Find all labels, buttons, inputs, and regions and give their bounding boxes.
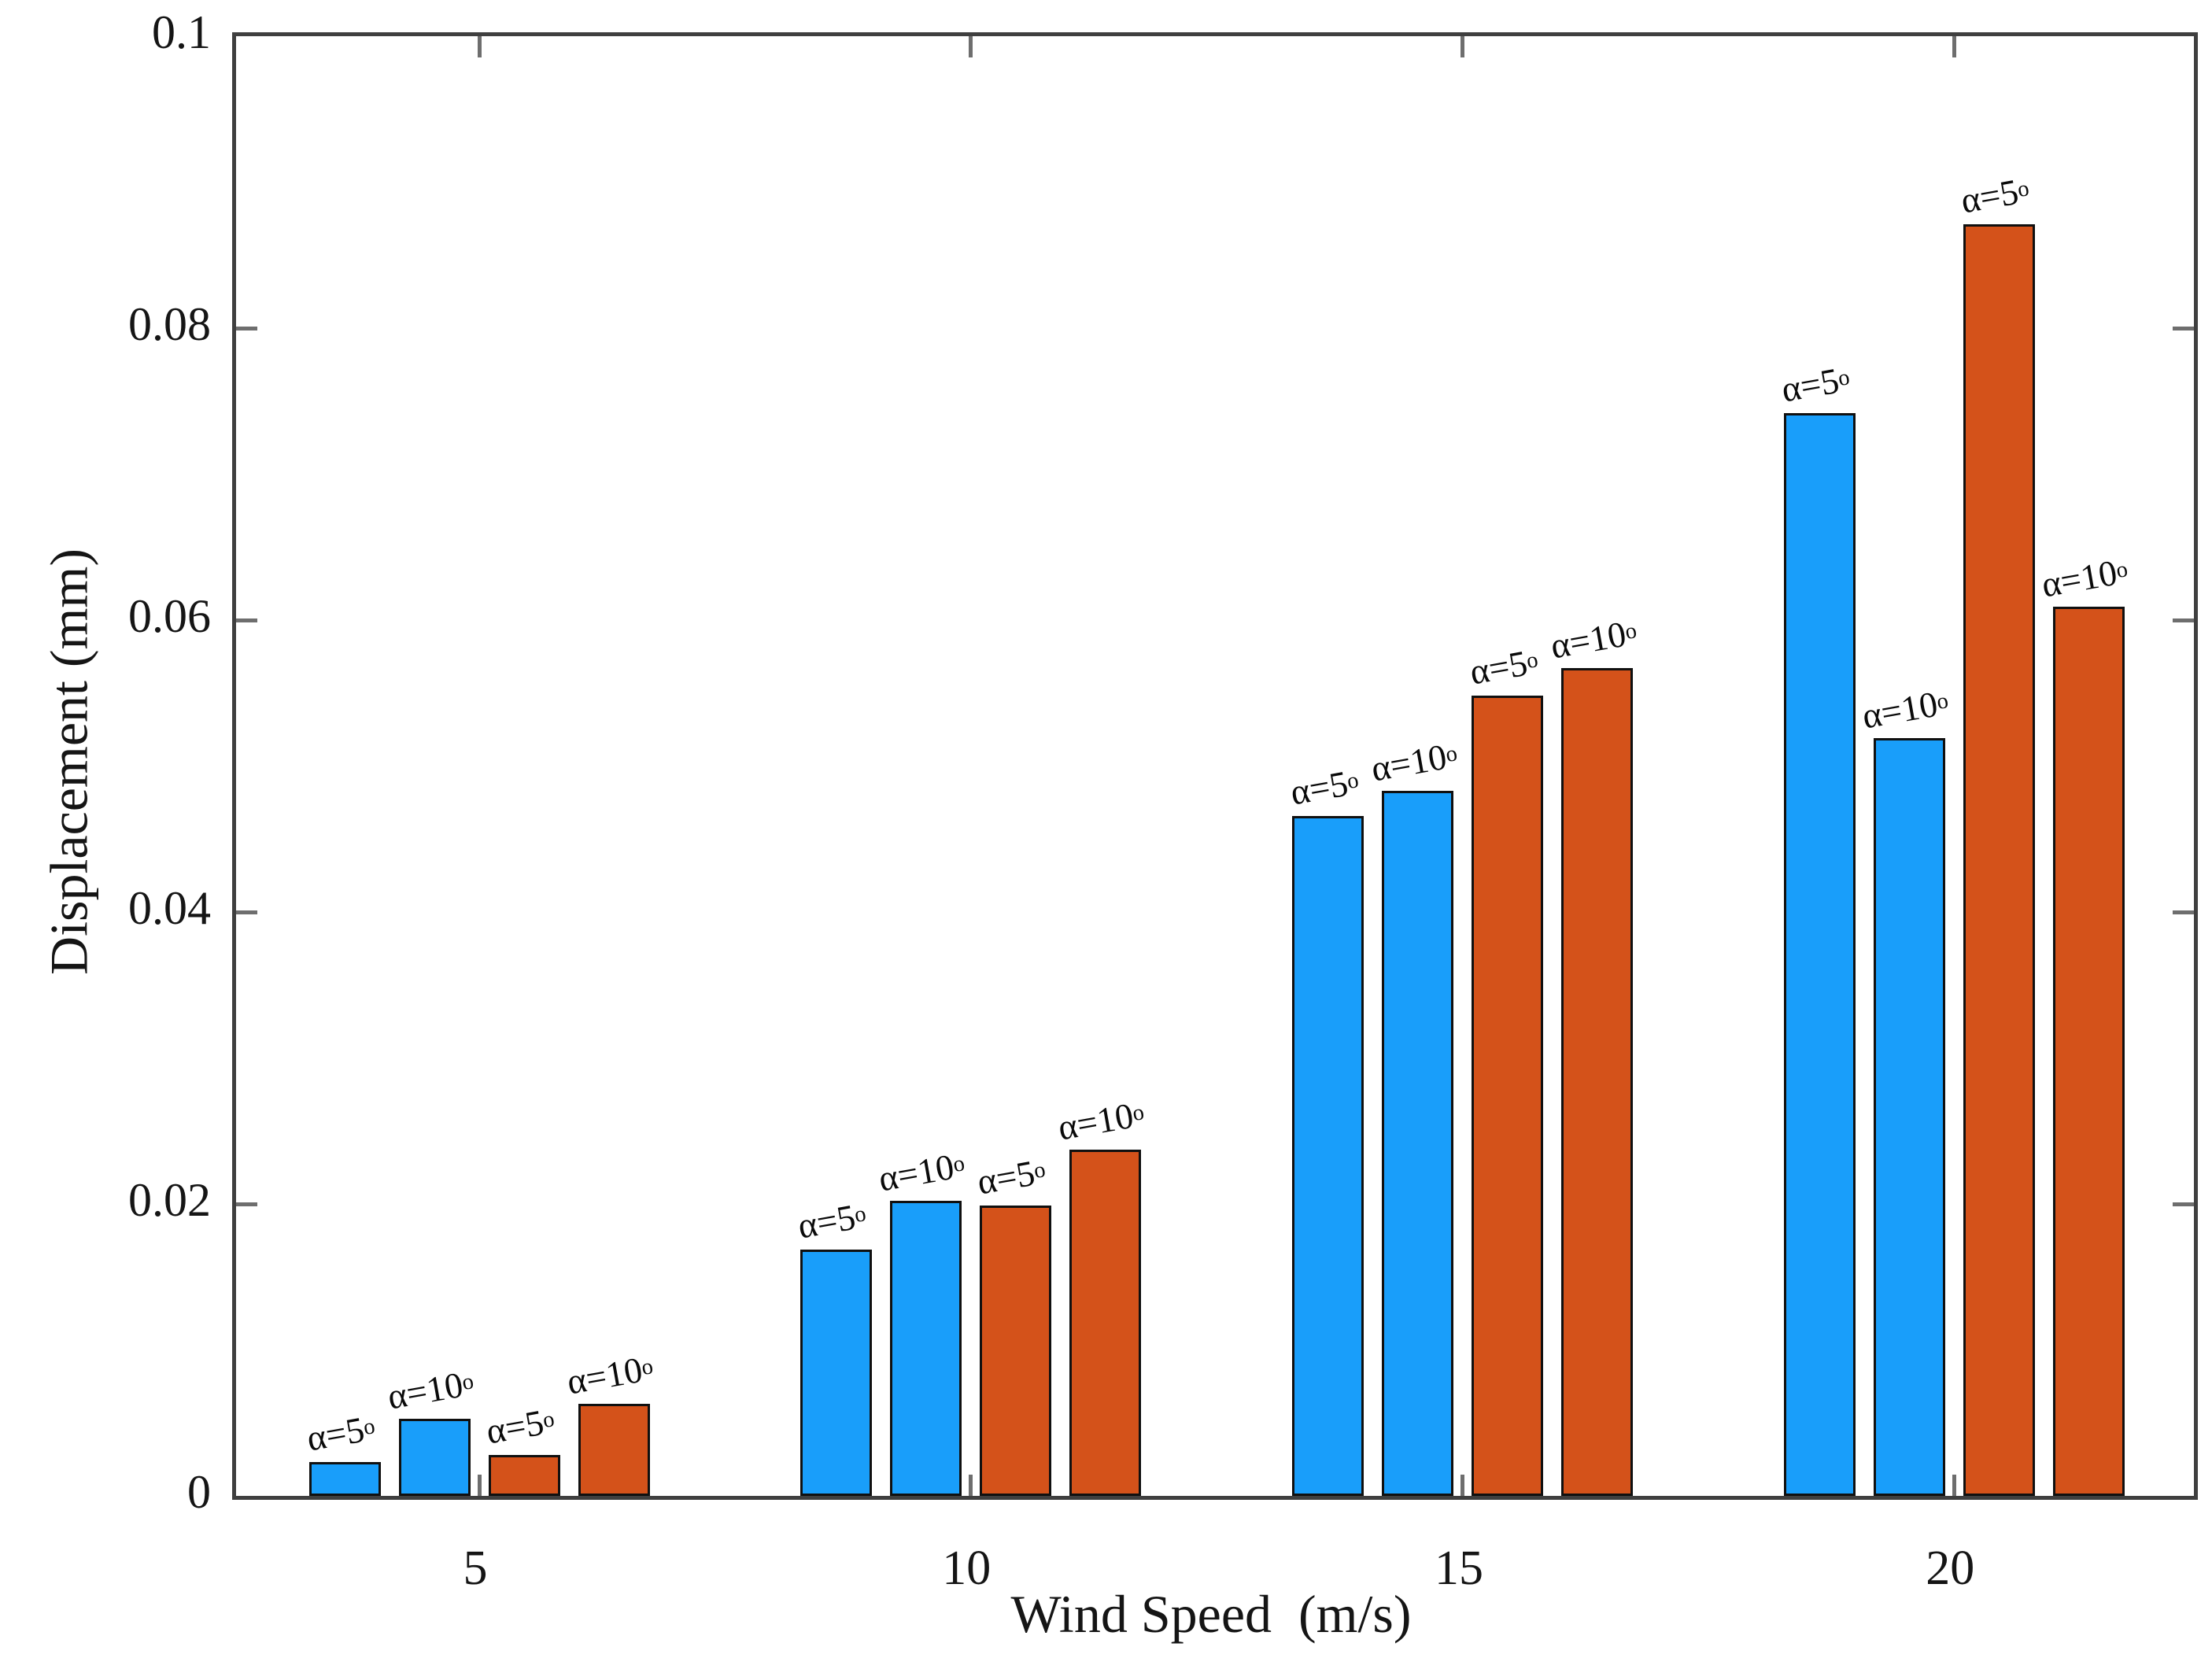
- bar-annotation: α=5o: [974, 1152, 1050, 1202]
- y-axis-tick-left: [236, 910, 257, 914]
- bar-10-orange-α=10: [1069, 1150, 1141, 1496]
- y-axis-tick-left: [236, 1202, 257, 1206]
- bar-annotation-text: α=5: [304, 1409, 367, 1459]
- bar-annotation: α=5o: [483, 1401, 559, 1452]
- bar-15-orange-α=10: [1561, 668, 1634, 1496]
- bar-annotation: α=10o: [1859, 683, 1952, 737]
- bar-annotation: α=5o: [304, 1409, 379, 1459]
- bar-annotation-text: α=5: [974, 1152, 1039, 1202]
- x-axis-tick-bottom: [968, 1475, 973, 1496]
- bar-annotation: α=5o: [1466, 643, 1542, 693]
- bar-annotation: α=10o: [385, 1364, 478, 1416]
- bar-annotation: α=10o: [1054, 1095, 1148, 1149]
- x-axis-tick-bottom: [1952, 1475, 1956, 1496]
- plot-area: α=5o α=10o α=5o α=10o α=5o α=10o α=5o α=10o α=5o…: [232, 32, 2198, 1500]
- bar-annotation-text: α=5: [795, 1196, 859, 1246]
- bar-annotation-text: α=10: [1547, 613, 1630, 666]
- x-axis-tick-top: [968, 36, 973, 57]
- y-tick-label: 0.04: [128, 882, 211, 934]
- bar-annotation: α=5o: [1778, 360, 1854, 410]
- bar-annotation: α=10o: [875, 1147, 969, 1199]
- bar-10-blue-α=10: [889, 1201, 962, 1496]
- bar-annotation: α=10o: [2038, 552, 2132, 605]
- x-tick-label: 5: [463, 1542, 488, 1595]
- y-tick-label: 0.08: [128, 298, 211, 350]
- y-tick-label: 0.1: [152, 6, 211, 58]
- x-axis-tick-bottom: [477, 1475, 482, 1496]
- x-tick-label: 20: [1926, 1542, 1975, 1595]
- bar-annotation: α=5o: [1287, 762, 1362, 813]
- bar-annotation-text: α=5: [483, 1401, 547, 1452]
- bar-annotation-text: α=10: [563, 1349, 646, 1402]
- bar-15-blue-α=10: [1382, 791, 1454, 1496]
- y-axis-tick-right: [2173, 618, 2194, 622]
- bar-15-orange-α=5: [1472, 696, 1544, 1496]
- bar-15-blue-α=5: [1292, 815, 1364, 1496]
- x-axis-title: Wind Speed (m/s): [1010, 1584, 1412, 1644]
- x-tick-label: 15: [1434, 1542, 1483, 1595]
- bar-annotation-text: α=10: [1054, 1095, 1137, 1149]
- bar-annotation-text: α=5: [1466, 643, 1531, 693]
- bar-annotation-text: α=10: [2038, 552, 2121, 605]
- bar-annotation-text: α=10: [1859, 683, 1941, 737]
- bar-annotation-text: α=10: [875, 1147, 958, 1199]
- bar-20-orange-α=5: [1963, 224, 2035, 1496]
- bar-10-blue-α=5: [799, 1249, 872, 1496]
- bar-annotation: α=5o: [1958, 172, 2033, 221]
- x-axis-tick-bottom: [1461, 1475, 1465, 1496]
- bar-annotation: α=10o: [1547, 613, 1641, 666]
- bar-5-orange-α=10: [578, 1404, 650, 1496]
- y-axis-tick-left: [236, 326, 257, 330]
- x-tick-label: 10: [942, 1542, 992, 1595]
- y-axis-tick-right: [2173, 326, 2194, 330]
- x-axis-tick-top: [1952, 36, 1956, 57]
- bar-annotation-text: α=10: [384, 1364, 467, 1417]
- bar-annotation-text: α=10: [1368, 736, 1450, 789]
- x-axis-tick-top: [477, 36, 482, 57]
- y-axis-tick-right: [2173, 1202, 2194, 1206]
- y-tick-label: 0: [187, 1466, 211, 1518]
- bar-5-blue-α=10: [398, 1418, 471, 1496]
- y-axis-tick-right: [2173, 910, 2194, 914]
- bar-annotation-text: α=5: [1958, 172, 2022, 221]
- bar-20-orange-α=10: [2052, 607, 2125, 1496]
- x-axis-tick-top: [1461, 36, 1465, 57]
- y-tick-label: 0.02: [128, 1174, 211, 1226]
- bar-annotation: α=10o: [1368, 736, 1461, 789]
- bar-20-blue-α=10: [1873, 738, 1945, 1496]
- bar-annotation-text: α=5: [1778, 360, 1843, 410]
- y-axis-tick-left: [236, 618, 257, 622]
- bar-20-blue-α=5: [1783, 412, 1856, 1496]
- y-tick-label: 0.06: [128, 590, 211, 642]
- bar-annotation: α=5o: [795, 1196, 870, 1246]
- bar-10-orange-α=5: [979, 1205, 1051, 1496]
- bar-5-blue-α=5: [308, 1462, 381, 1496]
- bar-annotation: α=10o: [563, 1349, 657, 1402]
- bar-annotation-text: α=5: [1287, 762, 1351, 813]
- bar-5-orange-α=5: [488, 1455, 560, 1496]
